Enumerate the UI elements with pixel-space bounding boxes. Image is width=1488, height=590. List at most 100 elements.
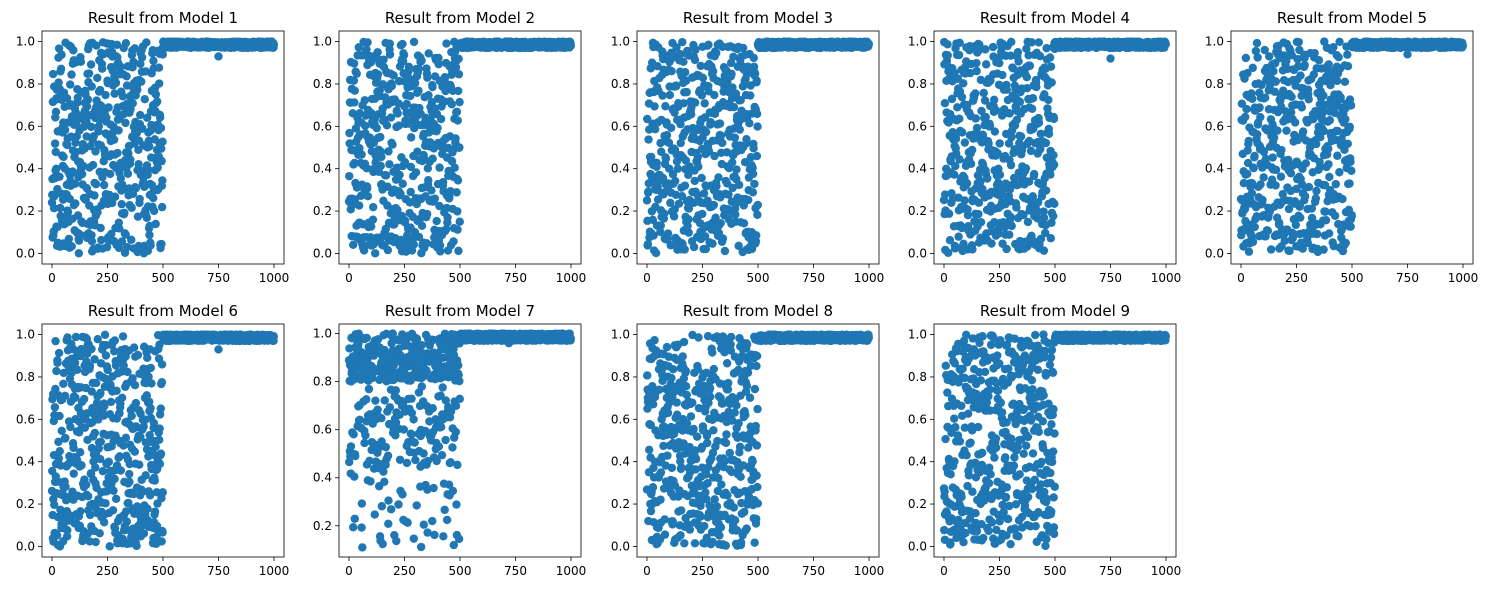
- scatter-point: [1049, 114, 1059, 124]
- scatter-point: [1324, 160, 1333, 169]
- scatter-point: [1334, 53, 1343, 62]
- scatter-point: [670, 176, 680, 186]
- scatter-point: [129, 57, 138, 67]
- scatter-point: [116, 174, 126, 183]
- y-tick-label: 0.6: [313, 119, 332, 133]
- scatter-point: [690, 98, 700, 107]
- scatter-point: [1271, 77, 1281, 86]
- y-tick-label: 0.8: [611, 77, 630, 91]
- scatter-point: [1324, 229, 1334, 238]
- scatter-point: [409, 37, 419, 47]
- scatter-point: [1298, 127, 1308, 136]
- y-tick-label: 0.0: [313, 246, 332, 260]
- scatter-point: [57, 50, 66, 59]
- scatter-point: [1046, 234, 1055, 243]
- scatter-point: [944, 248, 953, 258]
- scatter-point: [436, 114, 446, 124]
- y-tick-label: 0.8: [16, 77, 35, 91]
- subplot-title: Result from Model 2: [385, 9, 535, 27]
- scatter-point: [1297, 103, 1307, 112]
- scatter-point: [1296, 213, 1305, 222]
- scatter-point: [1325, 172, 1334, 182]
- scatter-point: [1304, 182, 1314, 192]
- scatter-point: [387, 81, 397, 91]
- scatter-point: [107, 229, 116, 239]
- scatter-point: [452, 107, 462, 116]
- scatter-point: [1331, 179, 1340, 189]
- scatter-point: [712, 181, 721, 191]
- scatter-point: [63, 207, 73, 217]
- scatter-point: [49, 203, 59, 213]
- scatter-point: [1269, 133, 1279, 143]
- scatter-point: [1310, 48, 1319, 58]
- scatter-point: [699, 189, 709, 198]
- scatter-point: [117, 237, 127, 246]
- scatter-point: [1314, 56, 1324, 65]
- scatter-point: [1290, 118, 1300, 127]
- scatter-point: [91, 147, 100, 156]
- y-tick-label: 0.4: [313, 162, 332, 176]
- scatter-point: [86, 60, 96, 69]
- scatter-point: [1341, 238, 1350, 248]
- scatter-point: [1338, 194, 1347, 204]
- scatter-point: [135, 110, 145, 120]
- scatter-point: [134, 160, 143, 169]
- scatter-point: [368, 202, 378, 212]
- scatter-point: [1263, 226, 1273, 236]
- scatter-point: [1021, 164, 1031, 173]
- y-tick-label: 1.0: [908, 35, 927, 49]
- scatter-point: [1345, 122, 1354, 132]
- y-tick-label: 1.0: [611, 35, 630, 49]
- scatter-point: [151, 90, 161, 99]
- scatter-point: [1250, 151, 1259, 161]
- scatter-point: [1041, 186, 1051, 195]
- scatter-point: [698, 209, 707, 219]
- scatter-point: [51, 147, 60, 157]
- scatter-point: [700, 99, 709, 108]
- y-tick-label: 0.4: [611, 162, 630, 176]
- scatter-point: [83, 95, 93, 104]
- scatter-point: [414, 86, 423, 95]
- scatter-point: [67, 70, 76, 79]
- scatter-point: [349, 59, 359, 68]
- scatter-point: [753, 200, 762, 210]
- scatter-point: [64, 234, 74, 244]
- scatter-point: [157, 156, 166, 166]
- scatter-point: [1249, 163, 1258, 173]
- scatter-point: [990, 127, 1000, 136]
- scatter-point: [734, 180, 744, 190]
- scatter-point: [63, 140, 72, 150]
- scatter-point: [127, 203, 136, 212]
- scatter-point: [1268, 153, 1277, 162]
- scatter-point: [455, 217, 464, 226]
- scatter-points: [344, 37, 575, 258]
- scatter-point: [151, 219, 160, 229]
- scatter-point: [732, 165, 741, 174]
- scatter-point: [123, 242, 132, 252]
- scatter-point: [1244, 136, 1253, 146]
- scatter-point: [1273, 126, 1282, 135]
- scatter-point: [110, 192, 120, 201]
- scatter-point: [110, 89, 119, 98]
- x-tick-label: 500: [1044, 271, 1067, 285]
- scatter-point: [1287, 92, 1296, 102]
- x-tick-label: 250: [393, 271, 416, 285]
- scatter-point: [1336, 93, 1345, 102]
- scatter-point: [1044, 129, 1054, 139]
- scatter-point: [158, 176, 167, 185]
- scatter-point: [753, 210, 762, 219]
- scatter-point: [107, 198, 117, 208]
- scatter-point: [65, 80, 75, 89]
- scatter-point: [679, 57, 688, 66]
- scatter-point: [674, 199, 684, 208]
- scatter-point: [716, 131, 726, 140]
- scatter-point: [1259, 173, 1268, 182]
- scatter-point: [127, 235, 136, 245]
- scatter-point: [987, 239, 996, 248]
- scatter-point: [1029, 169, 1039, 179]
- scatter-point: [62, 94, 72, 103]
- scatter-point: [962, 179, 972, 188]
- scatter-point: [1347, 166, 1356, 175]
- subplot-5: Result from Model 50 250 500 750 10000.00.20…: [1205, 9, 1478, 285]
- scatter-point: [744, 195, 753, 205]
